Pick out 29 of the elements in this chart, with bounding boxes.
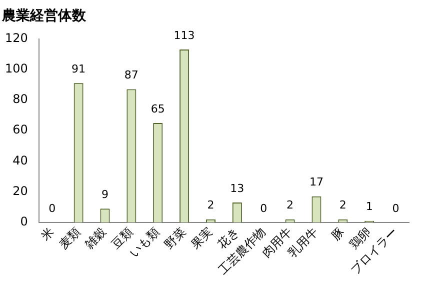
data-label: 0 bbox=[48, 202, 56, 215]
x-tick-label: 豚 bbox=[328, 224, 348, 244]
y-tick-label: 40 bbox=[12, 153, 28, 168]
data-label: 13 bbox=[230, 182, 244, 195]
x-tick-label: 米 bbox=[38, 224, 56, 244]
data-label: 87 bbox=[124, 68, 138, 82]
data-label: 17 bbox=[309, 176, 324, 189]
x-tick-label: 雑穀 bbox=[82, 224, 110, 252]
y-tick-label: 100 bbox=[5, 62, 28, 76]
y-tick-label: 120 bbox=[5, 30, 28, 45]
data-label: 9 bbox=[101, 188, 108, 201]
data-label: 0 bbox=[260, 202, 268, 215]
x-tick-label: 野菜 bbox=[162, 224, 189, 252]
data-label: 1 bbox=[366, 200, 373, 214]
x-tick-label: 果実 bbox=[188, 224, 216, 252]
y-tick-label: 80 bbox=[12, 92, 28, 106]
data-label: 65 bbox=[150, 102, 165, 116]
chart-title: 農業経営体数 bbox=[1, 8, 87, 24]
y-tick-label: 20 bbox=[12, 184, 28, 198]
x-tick-label: 豆類 bbox=[108, 224, 136, 252]
data-label: 113 bbox=[174, 28, 195, 42]
data-label: 2 bbox=[286, 198, 294, 212]
data-label: 2 bbox=[339, 198, 346, 212]
data-label: 0 bbox=[392, 202, 400, 215]
y-tick-label: 0 bbox=[20, 214, 28, 229]
y-tick-label: 60 bbox=[12, 122, 28, 137]
x-tick-label: 麦類 bbox=[56, 224, 83, 252]
data-label: 91 bbox=[72, 62, 86, 76]
data-label: 2 bbox=[207, 198, 214, 212]
